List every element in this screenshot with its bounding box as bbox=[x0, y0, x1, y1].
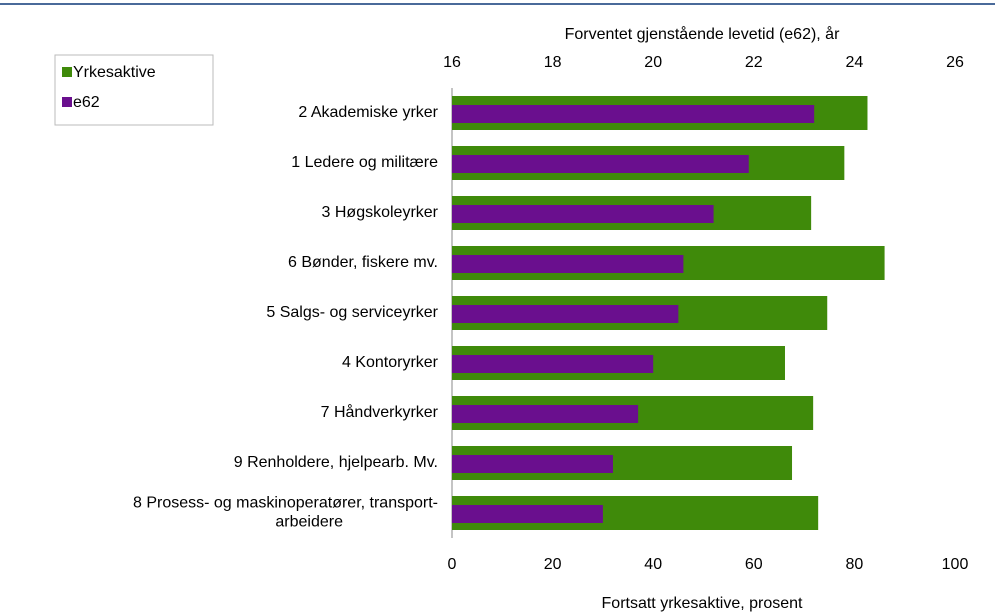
legend-label: Yrkesaktive bbox=[73, 64, 156, 81]
x-axis-title: Fortsatt yrkesaktive, prosent bbox=[602, 595, 804, 612]
legend-box bbox=[54, 54, 214, 126]
x2-tick-label: 26 bbox=[946, 54, 964, 71]
y-tick-label: 6 Bønder, fiskere mv. bbox=[288, 254, 438, 271]
bar bbox=[452, 355, 654, 373]
y-tick-label: 5 Salgs- og serviceyrker bbox=[266, 304, 438, 321]
x2-tick-label: 18 bbox=[544, 54, 562, 71]
y-tick-label: 9 Renholdere, hjelpearb. Mv. bbox=[234, 454, 438, 471]
bar bbox=[452, 155, 749, 173]
bar bbox=[452, 505, 603, 523]
bar bbox=[452, 405, 639, 423]
x-tick-label: 20 bbox=[544, 556, 562, 573]
x-tick-label: 0 bbox=[448, 556, 457, 573]
y-tick-label: 2 Akademiske yrker bbox=[298, 104, 438, 121]
bar bbox=[452, 105, 815, 123]
y-tick-label: 8 Prosess- og maskinoperatører, transpor… bbox=[133, 495, 438, 531]
x-tick-label: 100 bbox=[942, 556, 969, 573]
bar bbox=[452, 255, 684, 273]
x-tick-label: 40 bbox=[644, 556, 662, 573]
y-tick-label: 1 Ledere og militære bbox=[291, 154, 438, 171]
bar bbox=[452, 305, 679, 323]
bar bbox=[452, 205, 714, 223]
x-tick-label: 60 bbox=[745, 556, 763, 573]
y-tick-label: 3 Høgskoleyrker bbox=[322, 204, 439, 221]
y-tick-label: 7 Håndverkyrker bbox=[321, 403, 439, 421]
bar bbox=[452, 455, 613, 473]
x2-tick-label: 24 bbox=[846, 54, 864, 71]
legend-swatch bbox=[62, 97, 72, 107]
legend-swatch bbox=[62, 67, 72, 77]
x2-tick-label: 16 bbox=[443, 54, 461, 71]
y-tick-label: 4 Kontoryrker bbox=[342, 354, 439, 371]
x2-tick-label: 22 bbox=[745, 54, 763, 71]
x2-axis-title: Forventet gjenstående levetid (e62), år bbox=[565, 25, 841, 43]
legend-label: e62 bbox=[73, 94, 100, 111]
x2-tick-label: 20 bbox=[644, 54, 662, 71]
x-tick-label: 80 bbox=[846, 556, 864, 573]
